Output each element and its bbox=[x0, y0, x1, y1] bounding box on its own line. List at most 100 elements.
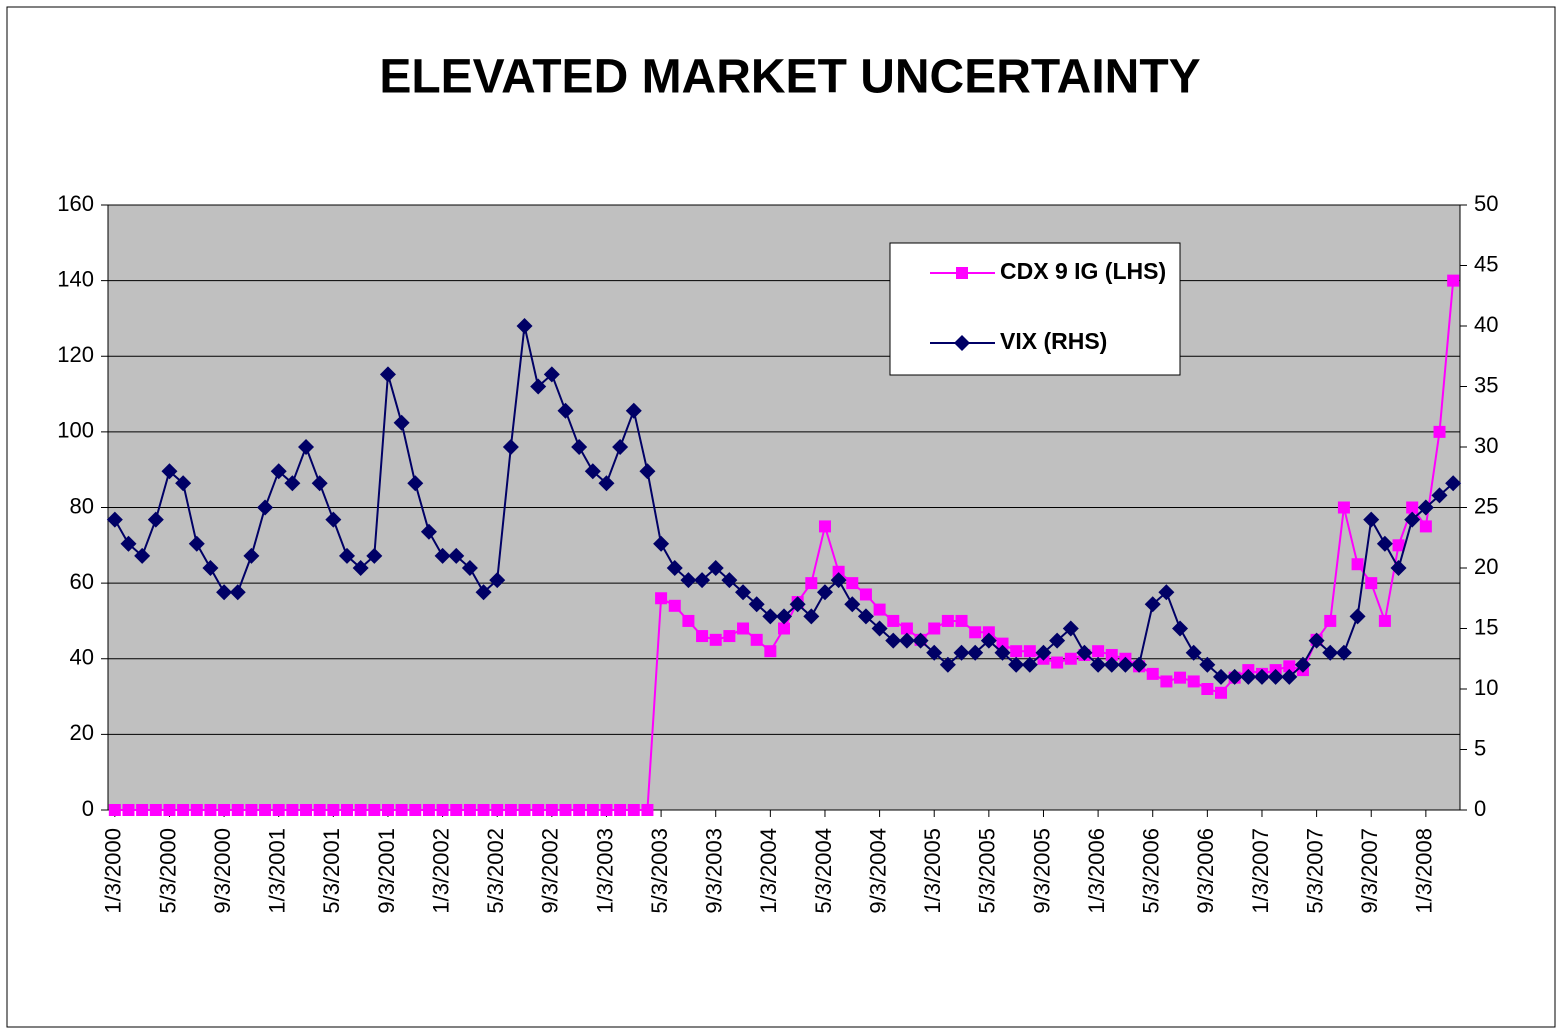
marker bbox=[873, 603, 886, 616]
marker bbox=[393, 414, 410, 431]
marker bbox=[953, 644, 970, 661]
marker bbox=[1158, 584, 1175, 601]
marker bbox=[680, 572, 697, 589]
marker bbox=[844, 596, 861, 613]
y2-tick-label: 40 bbox=[1474, 312, 1498, 337]
marker bbox=[1131, 656, 1148, 673]
marker bbox=[694, 572, 711, 589]
marker bbox=[655, 592, 668, 605]
marker bbox=[136, 804, 149, 816]
marker bbox=[928, 622, 941, 635]
x-tick-label: 1/3/2005 bbox=[920, 828, 945, 914]
x-tick-label: 1/3/2000 bbox=[101, 828, 126, 914]
marker bbox=[1049, 632, 1066, 649]
marker bbox=[598, 475, 615, 492]
marker bbox=[1283, 660, 1296, 673]
marker bbox=[504, 804, 517, 816]
marker bbox=[1023, 645, 1036, 658]
marker bbox=[941, 614, 954, 627]
marker bbox=[134, 547, 151, 564]
marker bbox=[969, 626, 982, 639]
marker bbox=[259, 804, 272, 816]
marker bbox=[298, 439, 315, 455]
marker bbox=[313, 804, 326, 816]
marker bbox=[407, 475, 424, 492]
marker bbox=[887, 614, 900, 627]
marker bbox=[1404, 511, 1421, 528]
marker bbox=[1351, 558, 1364, 571]
marker bbox=[1090, 656, 1107, 673]
marker bbox=[477, 804, 490, 816]
marker bbox=[584, 463, 601, 480]
marker bbox=[1010, 645, 1023, 658]
marker bbox=[218, 804, 231, 816]
marker bbox=[122, 804, 135, 816]
y-tick-label: 60 bbox=[70, 569, 94, 594]
marker bbox=[926, 644, 943, 661]
marker bbox=[1199, 656, 1216, 673]
marker bbox=[1185, 644, 1202, 661]
marker bbox=[1092, 645, 1105, 658]
x-tick-label: 9/3/2004 bbox=[865, 828, 890, 914]
marker bbox=[106, 511, 123, 528]
marker bbox=[653, 535, 670, 552]
marker bbox=[1201, 683, 1214, 695]
marker bbox=[994, 644, 1011, 661]
marker bbox=[147, 511, 164, 528]
marker bbox=[489, 572, 506, 589]
marker bbox=[898, 632, 915, 649]
marker bbox=[1363, 511, 1380, 528]
y2-tick-label: 35 bbox=[1474, 372, 1498, 397]
marker bbox=[1008, 656, 1025, 673]
marker bbox=[270, 463, 287, 480]
marker bbox=[1281, 668, 1298, 685]
marker bbox=[286, 804, 299, 816]
marker bbox=[1378, 614, 1391, 627]
legend-label: VIX (RHS) bbox=[1000, 328, 1107, 354]
marker bbox=[980, 632, 997, 649]
marker bbox=[818, 520, 831, 533]
marker bbox=[463, 804, 476, 816]
x-tick-label: 5/3/2005 bbox=[975, 828, 1000, 914]
marker bbox=[846, 577, 859, 590]
marker bbox=[1324, 614, 1337, 627]
marker bbox=[1406, 501, 1419, 514]
marker bbox=[491, 804, 504, 816]
x-tick-label: 9/3/2003 bbox=[702, 828, 727, 914]
y-tick-label: 0 bbox=[82, 796, 94, 821]
marker bbox=[1021, 656, 1038, 673]
marker bbox=[967, 644, 984, 661]
y2-tick-label: 25 bbox=[1474, 493, 1498, 518]
marker bbox=[571, 439, 588, 455]
marker bbox=[614, 804, 627, 816]
y-tick-label: 100 bbox=[57, 418, 94, 443]
marker bbox=[436, 804, 449, 816]
marker bbox=[764, 645, 777, 658]
y-tick-label: 140 bbox=[57, 266, 94, 291]
marker bbox=[311, 475, 328, 492]
marker bbox=[857, 608, 874, 625]
marker bbox=[245, 804, 258, 816]
marker bbox=[885, 632, 902, 649]
marker bbox=[559, 804, 572, 816]
marker bbox=[627, 804, 640, 816]
x-tick-label: 1/3/2003 bbox=[592, 828, 617, 914]
marker bbox=[709, 633, 722, 646]
marker bbox=[1294, 656, 1311, 673]
marker bbox=[1349, 608, 1366, 625]
marker bbox=[216, 584, 233, 601]
marker bbox=[434, 547, 451, 564]
marker bbox=[639, 463, 656, 480]
marker bbox=[448, 547, 465, 564]
legend-label: CDX 9 IG (LHS) bbox=[1000, 258, 1166, 284]
marker bbox=[625, 402, 642, 419]
y2-tick-label: 15 bbox=[1474, 614, 1498, 639]
marker bbox=[641, 804, 654, 816]
y2-tick-label: 45 bbox=[1474, 251, 1498, 276]
marker bbox=[177, 804, 190, 816]
marker bbox=[229, 584, 246, 601]
y2-tick-label: 0 bbox=[1474, 796, 1486, 821]
marker bbox=[1335, 644, 1352, 661]
marker bbox=[1035, 644, 1052, 661]
marker bbox=[1445, 475, 1462, 492]
